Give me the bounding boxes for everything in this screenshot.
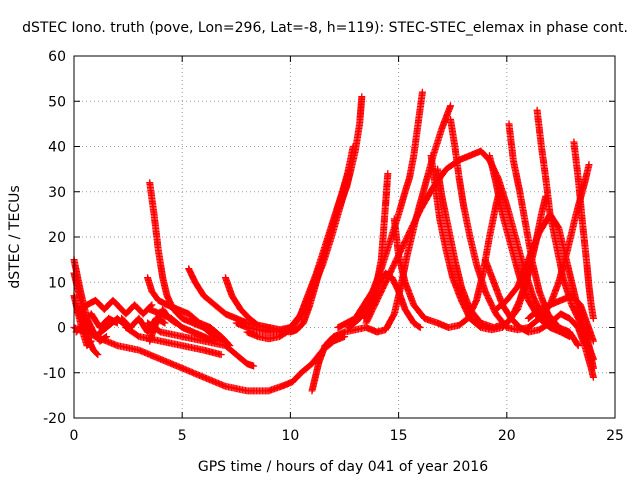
chart-title: dSTEC Iono. truth (pove, Lon=296, Lat=-8… [22, 20, 628, 36]
series-track-32 [427, 152, 543, 334]
data-marks [70, 88, 597, 395]
x-axis-title: GPS time / hours of day 041 of year 2016 [198, 459, 488, 475]
y-tick-label-7: 50 [48, 94, 66, 110]
y-tick-label-5: 30 [48, 185, 66, 201]
y-axis-title: dSTEC / TECUs [7, 185, 23, 288]
y-tick-label-4: 20 [48, 230, 66, 246]
x-tick-label-5: 25 [606, 428, 624, 444]
series-track-17 [243, 165, 353, 343]
y-tick-label-1: -10 [43, 366, 66, 382]
series-track-10 [146, 305, 219, 345]
y-tick-label-8: 60 [48, 49, 66, 65]
x-tick-labels: 0 5 10 15 20 25 [70, 428, 624, 444]
series-track-9 [144, 274, 234, 350]
series-track-11 [144, 319, 258, 370]
x-tick-label-4: 20 [498, 428, 516, 444]
y-tick-label-3: 10 [48, 275, 66, 291]
series-track-22 [334, 88, 426, 331]
x-tick-label-3: 15 [390, 428, 408, 444]
y-tick-labels: -20 -10 0 10 20 30 40 50 60 [43, 49, 66, 427]
x-tick-label-2: 10 [281, 428, 299, 444]
plot-frame [73, 55, 616, 419]
series-track-31 [524, 292, 597, 345]
series-track-12 [122, 324, 225, 359]
series-track-33 [481, 256, 597, 381]
series-track-29 [570, 138, 597, 322]
y-tick-label-0: -20 [43, 411, 66, 427]
x-tick-label-1: 5 [178, 428, 187, 444]
series-track-4 [74, 296, 156, 318]
y-tick-label-6: 40 [48, 140, 66, 156]
x-tick-label-0: 0 [70, 428, 79, 444]
y-tick-label-2: 0 [57, 321, 66, 337]
